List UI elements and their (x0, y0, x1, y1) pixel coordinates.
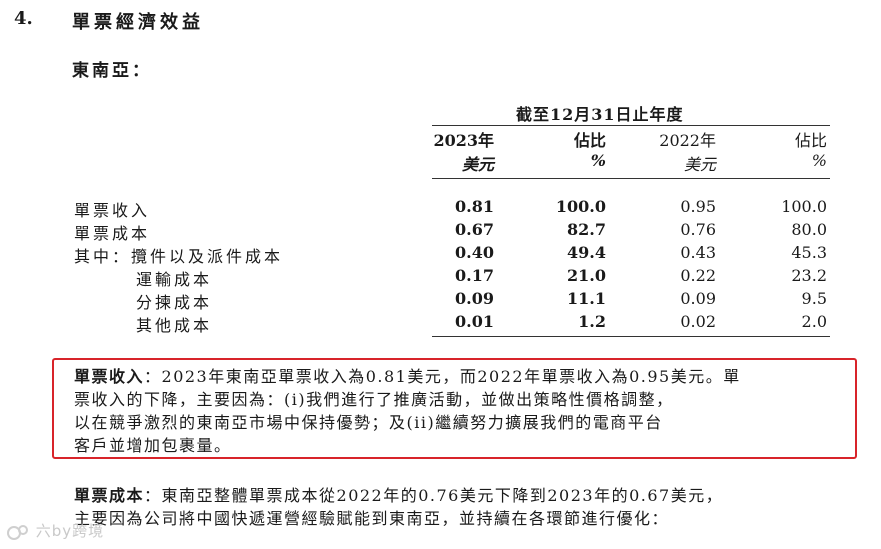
cell: 45.3 (791, 243, 827, 262)
revenue-lead: 單票收入 (74, 367, 145, 386)
cell: 0.01 (455, 312, 494, 331)
cell: 100.0 (555, 197, 606, 216)
header-rule-top (432, 125, 830, 126)
watermark: 六by跨境 (6, 520, 104, 542)
row-label: 單票收入 (74, 201, 151, 220)
col-header-share-2022: 佔比 % (794, 131, 827, 170)
watermark-text: 六by跨境 (35, 522, 105, 540)
cell: 80.0 (791, 220, 827, 239)
col-header-2023: 2023年 美元 (433, 131, 494, 174)
highlight-box (52, 358, 857, 459)
cell: 21.0 (567, 266, 606, 285)
header-rule-bottom (432, 178, 830, 179)
cell: 23.2 (791, 266, 827, 285)
section-number: 4. (14, 8, 33, 29)
row-label: 分揀成本 (136, 293, 213, 312)
cell: 0.76 (680, 220, 716, 239)
cell: 11.1 (567, 289, 606, 308)
revenue-paragraph: 單票收入：2023年東南亞單票收入為0.81美元，而2022年單票收入為0.95… (74, 365, 834, 457)
cell: 0.67 (455, 220, 494, 239)
paragraph-line: ：東南亞整體單票成本從2022年的0.76美元下降到2023年的0.67美元， (144, 486, 724, 505)
section-title: 單票經濟效益 (72, 12, 204, 33)
row-label: 其他成本 (136, 316, 213, 335)
cell: 0.09 (455, 289, 494, 308)
paragraph-line: 主要因為公司將中國快遞運營經驗賦能到東南亞，並持續在各環節進行優化： (74, 509, 670, 528)
cell: 82.7 (567, 220, 606, 239)
table-rule-bottom (432, 336, 830, 337)
paragraph-line: 以在競爭激烈的東南亞市場中保持優勢；及(ii)繼續努力擴展我們的電商平台 (74, 413, 663, 432)
row-label: 單票成本 (74, 224, 151, 243)
row-label: 運輸成本 (136, 270, 213, 289)
cell: 100.0 (781, 197, 827, 216)
paragraph-line: 票收入的下降，主要因為：(i)我們進行了推廣活動，並做出策略性價格調整， (74, 390, 674, 409)
cell: 0.09 (680, 289, 716, 308)
cell: 0.22 (680, 266, 716, 285)
cell: 2.0 (801, 312, 827, 331)
cell: 0.95 (680, 197, 716, 216)
cell: 0.02 (680, 312, 716, 331)
row-label: 其中：攬件以及派件成本 (74, 247, 284, 266)
cell: 9.5 (801, 289, 827, 308)
cost-lead: 單票成本 (74, 486, 145, 505)
col-header-2022: 2022年 美元 (659, 131, 716, 174)
col-header-share-2023: 佔比 % (573, 131, 606, 170)
watermark-logo-icon (7, 524, 28, 540)
paragraph-line: ：2023年東南亞單票收入為0.81美元，而2022年單票收入為0.95美元。單 (144, 367, 741, 386)
region-heading: 東南亞： (72, 61, 152, 81)
cell: 0.81 (455, 197, 494, 216)
cost-paragraph: 單票成本：東南亞整體單票成本從2022年的0.76美元下降到2023年的0.67… (74, 484, 834, 530)
period-header: 截至12月31日止年度 (516, 105, 684, 124)
cell: 0.17 (455, 266, 494, 285)
cell: 49.4 (567, 243, 606, 262)
paragraph-line: 客戶並增加包裹量。 (74, 436, 232, 455)
cell: 0.40 (455, 243, 494, 262)
cell: 0.43 (680, 243, 716, 262)
cell: 1.2 (578, 312, 606, 331)
